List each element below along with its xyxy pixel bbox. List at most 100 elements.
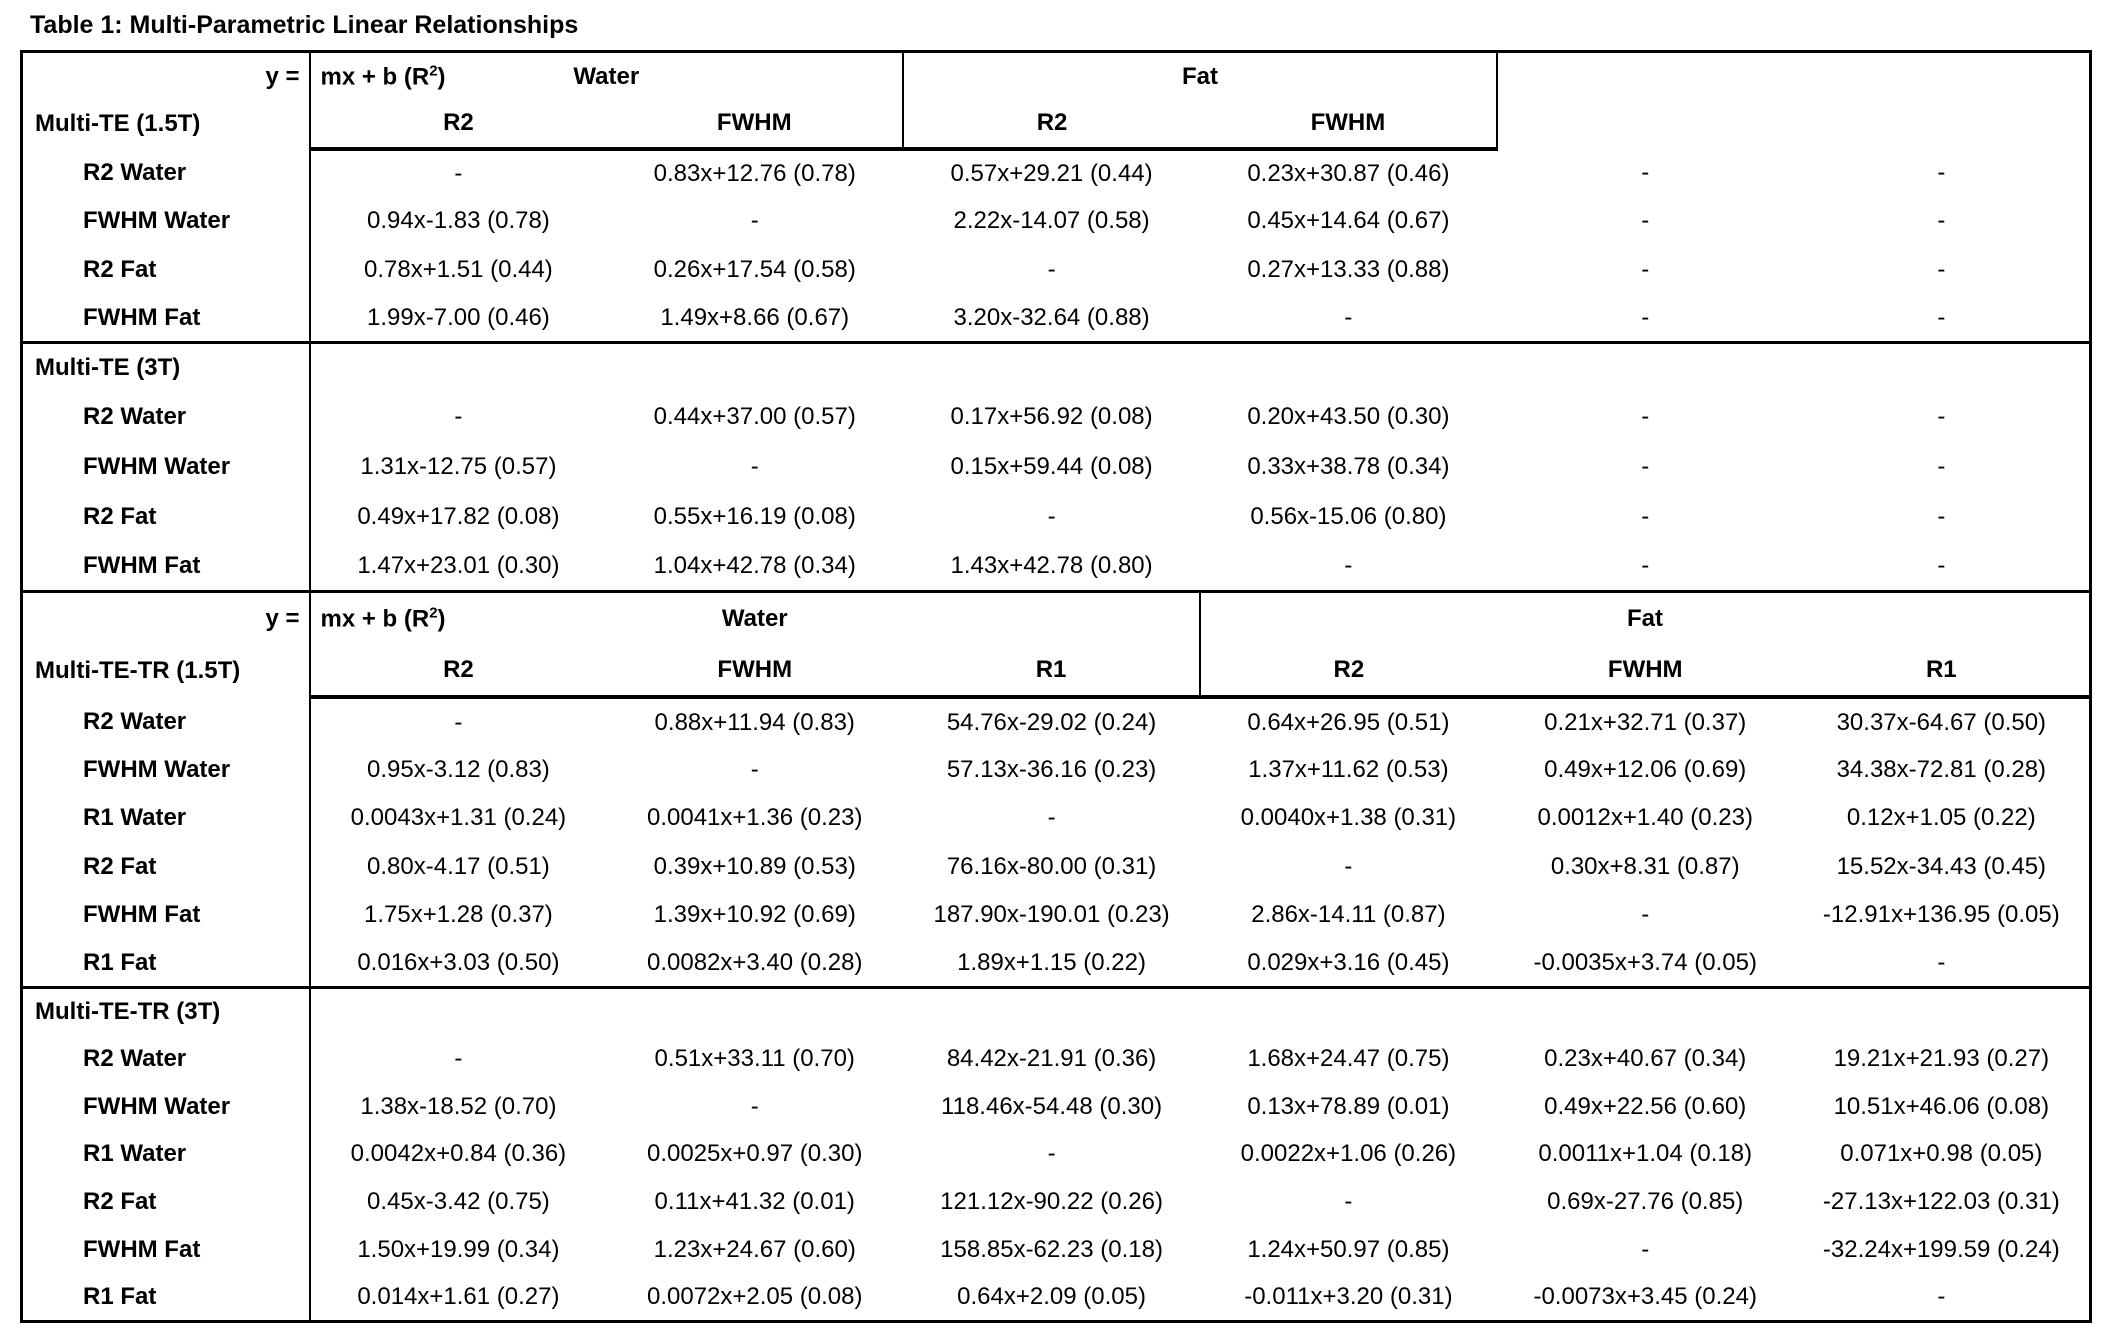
table-row: R2 Fat 0.80x-4.17 (0.51) 0.39x+10.89 (0.53…	[21, 842, 2091, 891]
table-row: R2 Fat 0.49x+17.82 (0.08) 0.55x+16.19 (0.0…	[21, 491, 2091, 542]
group-label: Water	[721, 604, 788, 632]
table-cell: 0.88x+11.94 (0.83)	[654, 708, 855, 736]
section-multi-te-tr-3t: Multi-TE-TR (3T) R2 Water - 0.51x+33.11 (0.…	[21, 985, 2091, 1322]
table-cell: 0.0040x+1.38 (0.31)	[1240, 804, 1457, 832]
table-cell: -	[1937, 158, 1946, 186]
table-cell: 0.49x+12.06 (0.69)	[1544, 755, 1747, 783]
table-cell: 0.49x+22.56 (0.60)	[1544, 1092, 1747, 1120]
table-cell: -	[1937, 551, 1946, 579]
table-cell: 0.014x+1.61 (0.27)	[357, 1282, 560, 1310]
table-cell: 30.37x-64.67 (0.50)	[1836, 708, 2047, 736]
section-name: Multi-TE-TR (1.5T)	[21, 644, 311, 698]
table-cell: 0.45x-3.42 (0.75)	[367, 1188, 550, 1216]
table-cell: 0.029x+3.16 (0.45)	[1247, 948, 1450, 976]
section-multi-te-1-5t: y = mx + b (R2) Water Fat Multi-TE (1.5T) R2 F…	[21, 51, 2091, 343]
table-cell: 0.49x+17.82 (0.08)	[357, 502, 560, 530]
table-cell: 0.016x+3.03 (0.50)	[357, 948, 560, 976]
column-header: R2	[309, 644, 607, 700]
formula-post: )	[437, 605, 446, 633]
section-multi-te-3t: Multi-TE (3T) R2 Water - 0.44x+37.00 (0.57)…	[21, 341, 2091, 592]
formula-sup: 2	[429, 62, 438, 79]
row-label: FWHM Fat	[21, 1225, 311, 1274]
table-cell: 2.22x-14.07 (0.58)	[953, 207, 1150, 235]
header-row-groups: y = mx + b (R2) Water Fat	[21, 51, 2091, 100]
table-cell: -	[1641, 158, 1650, 186]
table-cell: 0.78x+1.51 (0.44)	[364, 255, 553, 283]
table-row: FWHM Fat 1.75x+1.28 (0.37) 1.39x+10.92 (0.…	[21, 890, 2091, 940]
table-cell: 0.0043x+1.31 (0.24)	[350, 804, 567, 832]
table-cell: 1.75x+1.28 (0.37)	[364, 900, 553, 928]
table-cell: -	[1344, 852, 1353, 880]
table-cell: 158.85x-62.23 (0.18)	[940, 1235, 1163, 1263]
model-formula: mx + b (R2)	[321, 62, 446, 91]
table-cell: 0.15x+59.44 (0.08)	[950, 452, 1153, 480]
table-cell: 0.21x+32.71 (0.37)	[1544, 708, 1747, 736]
column-header: R2	[903, 100, 1200, 151]
table-cell: 0.44x+37.00 (0.57)	[653, 403, 856, 431]
table-cell: 0.56x-15.06 (0.80)	[1250, 502, 1447, 530]
table-cell: 0.17x+56.92 (0.08)	[950, 403, 1153, 431]
table-cell: 0.23x+30.87 (0.46)	[1247, 159, 1450, 187]
table-cell: -12.91x+136.95 (0.05)	[1822, 900, 2060, 928]
row-label: R2 Water	[21, 392, 311, 443]
table-cell: -	[1344, 551, 1353, 579]
formula-pre: mx + b (R	[320, 605, 430, 633]
row-label: R2 Water	[21, 1035, 311, 1083]
empty-cell	[309, 341, 607, 393]
header-row-columns: Multi-TE-TR (1.5T) R2 FWHM R1 R2 FWHM R1	[21, 644, 2091, 700]
table-row: R2 Water - 0.44x+37.00 (0.57) 0.17x+56.92 (…	[21, 392, 2091, 443]
empty-cell	[1199, 985, 1497, 1036]
row-label: FWHM Water	[21, 442, 311, 492]
table-cell: 118.46x-54.48 (0.30)	[941, 1092, 1163, 1120]
column-header: R1	[1793, 644, 2091, 700]
row-label: R2 Fat	[21, 245, 311, 294]
table-cell: 0.27x+13.33 (0.88)	[1247, 255, 1450, 283]
table-cell: -27.13x+122.03 (0.31)	[1822, 1188, 2060, 1216]
group-header-fat: Fat	[1199, 589, 2091, 645]
empty-cell	[1496, 985, 1794, 1036]
row-label: R1 Fat	[21, 939, 311, 988]
y-equals-label: y =	[21, 589, 311, 645]
empty-cell	[1199, 341, 1497, 393]
table-cell: 10.51x+46.06 (0.08)	[1833, 1092, 2050, 1120]
table-cell: -	[454, 1044, 463, 1072]
table-cell: 0.0082x+3.40 (0.28)	[646, 948, 863, 976]
column-header: FWHM	[606, 644, 904, 700]
table-cell: 1.47x+23.01 (0.30)	[357, 551, 560, 579]
table-cell: -	[454, 159, 463, 187]
table-cell: -32.24x+199.59 (0.24)	[1822, 1235, 2060, 1263]
table-cell: 0.20x+43.50 (0.30)	[1247, 403, 1450, 431]
row-label: FWHM Water	[21, 197, 311, 246]
empty-cell	[903, 985, 1200, 1036]
column-header: FWHM	[1199, 100, 1498, 151]
table-row: FWHM Water 0.95x-3.12 (0.83) - 57.13x-36.16…	[21, 745, 2091, 795]
multi-parametric-table: y = mx + b (R2) Water Fat Multi-TE (1.5T) R2 F…	[20, 50, 2092, 1323]
row-label: R2 Fat	[21, 1178, 311, 1226]
section-label-row: Multi-TE-TR (3T)	[21, 985, 2091, 1036]
table-cell: 1.31x-12.75 (0.57)	[360, 452, 557, 480]
section-name: Multi-TE (3T)	[21, 341, 311, 393]
table-cell: -	[454, 708, 463, 736]
table-cell: -	[1641, 502, 1650, 530]
table-cell: -	[1641, 303, 1650, 331]
table-cell: -	[1937, 403, 1946, 431]
table-cell: 0.51x+33.11 (0.70)	[654, 1044, 855, 1072]
row-label: R1 Water	[21, 794, 311, 843]
table-cell: 0.0012x+1.40 (0.23)	[1537, 804, 1753, 832]
column-header: R2	[309, 100, 607, 151]
table-row: FWHM Fat 1.50x+19.99 (0.34) 1.23x+24.67 (0…	[21, 1225, 2091, 1274]
table-cell: 0.13x+78.89 (0.01)	[1247, 1092, 1450, 1120]
table-cell: 0.33x+38.78 (0.34)	[1247, 452, 1450, 480]
table-cell: -	[1937, 303, 1946, 331]
table-cell: 2.86x-14.11 (0.87)	[1251, 900, 1446, 928]
table-cell: 0.94x-1.83 (0.78)	[367, 207, 550, 235]
section-name: Multi-TE (1.5T)	[21, 100, 311, 149]
table-cell: -	[750, 755, 759, 783]
table-cell: 0.30x+8.31 (0.87)	[1550, 852, 1740, 880]
table-cell: 1.49x+8.66 (0.67)	[660, 303, 850, 331]
table-cell: 0.0041x+1.36 (0.23)	[646, 804, 863, 832]
table-cell: -	[454, 403, 463, 431]
table-cell: 1.89x+1.15 (0.22)	[957, 948, 1146, 976]
table-row: R1 Fat 0.014x+1.61 (0.27) 0.0072x+2.05 (0.…	[21, 1273, 2091, 1322]
table-cell: 1.68x+24.47 (0.75)	[1247, 1044, 1450, 1072]
